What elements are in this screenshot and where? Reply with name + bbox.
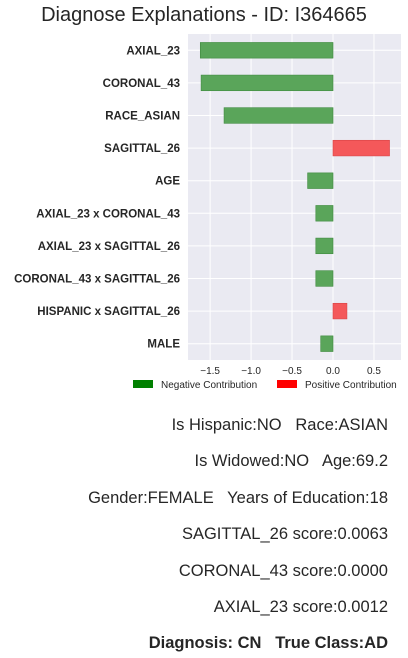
bar-axial-23-x-sagittal-26 bbox=[315, 237, 334, 255]
bar-sagittal-26 bbox=[332, 139, 390, 157]
info-axial-score: AXIAL_23 score:0.0012 bbox=[213, 598, 388, 616]
info-gender-education: Gender:FEMALE Years of Education:18 bbox=[88, 489, 388, 507]
x-tick-label: −0.5 bbox=[282, 366, 302, 377]
bar-coronal-43-x-sagittal-26 bbox=[315, 270, 334, 287]
category-label: SAGITTAL_26 bbox=[104, 143, 180, 155]
bar-age bbox=[307, 172, 334, 189]
category-label: AGE bbox=[155, 176, 180, 188]
legend-swatch bbox=[133, 380, 153, 388]
x-tick-label: 0.0 bbox=[326, 366, 340, 377]
bar-coronal-43 bbox=[200, 74, 334, 92]
bar-chart: AXIAL_23 CORONAL_43 RACE_ASIAN SAGITTAL_26 A… bbox=[14, 34, 401, 391]
category-label: MALE bbox=[147, 339, 180, 351]
x-tick-label: −1.5 bbox=[200, 366, 220, 377]
info-coronal-score: CORONAL_43 score:0.0000 bbox=[178, 562, 388, 580]
x-tick-label: −1.0 bbox=[241, 366, 261, 377]
category-label: AXIAL_23 x SAGITTAL_26 bbox=[38, 241, 180, 253]
chart-title: Diagnose Explanations - ID: I364665 bbox=[41, 4, 367, 26]
category-label: AXIAL_23 x CORONAL_43 bbox=[36, 208, 180, 220]
category-label: CORONAL_43 bbox=[103, 78, 180, 90]
x-tick-label: 0.5 bbox=[367, 366, 381, 377]
info-diagnosis: Diagnosis: CN True Class:AD bbox=[148, 634, 388, 652]
bar-hispanic-x-sagittal-26 bbox=[332, 302, 348, 320]
category-label: RACE_ASIAN bbox=[105, 111, 180, 123]
bar-axial-23-x-coronal-43 bbox=[315, 205, 334, 222]
category-label: CORONAL_43 x SAGITTAL_26 bbox=[14, 274, 180, 286]
category-labels: AXIAL_23 CORONAL_43 RACE_ASIAN SAGITTAL_26 A… bbox=[14, 45, 180, 350]
bar-axial-23 bbox=[199, 42, 334, 59]
x-tick-labels: −1.5 −1.0 −0.5 0.0 0.5 bbox=[200, 366, 381, 377]
info-sagittal-score: SAGITTAL_26 score:0.0063 bbox=[181, 525, 388, 543]
bars bbox=[199, 42, 390, 352]
category-label: AXIAL_23 bbox=[126, 45, 180, 57]
legend-label: Negative Contribution bbox=[161, 380, 257, 391]
info-widowed-age: Is Widowed:NO Age:69.2 bbox=[194, 452, 388, 470]
info-hispanic-race: Is Hispanic:NO Race:ASIAN bbox=[171, 416, 388, 434]
category-label: HISPANIC x SAGITTAL_26 bbox=[37, 306, 180, 318]
legend: Negative Contribution Positive Contributi… bbox=[133, 380, 397, 391]
legend-swatch bbox=[277, 380, 297, 388]
legend-label: Positive Contribution bbox=[305, 380, 397, 391]
bar-male bbox=[320, 335, 334, 352]
bar-race-asian bbox=[223, 107, 334, 124]
